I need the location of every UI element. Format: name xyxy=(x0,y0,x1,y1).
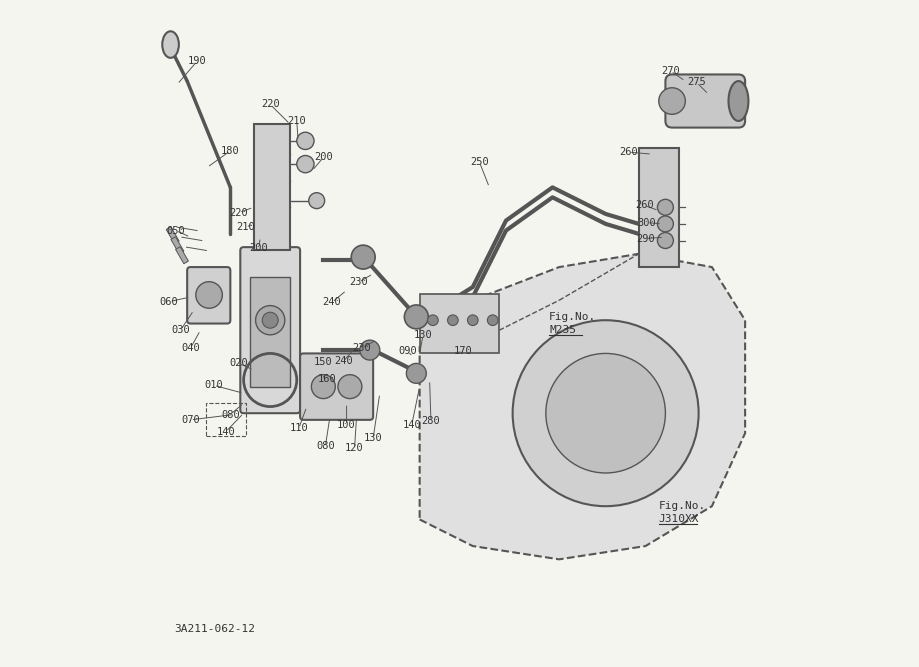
Circle shape xyxy=(196,281,222,308)
Bar xyxy=(171,237,184,253)
Circle shape xyxy=(657,233,674,249)
Text: 010: 010 xyxy=(204,380,223,390)
Circle shape xyxy=(448,315,459,325)
Text: 110: 110 xyxy=(289,424,308,434)
Circle shape xyxy=(351,245,375,269)
Text: 280: 280 xyxy=(422,416,440,426)
Text: 140: 140 xyxy=(403,420,421,430)
Circle shape xyxy=(468,315,478,325)
Text: 130: 130 xyxy=(414,330,432,340)
Text: Fig.No.: Fig.No. xyxy=(659,501,706,511)
Circle shape xyxy=(406,364,426,384)
Text: 090: 090 xyxy=(398,346,417,356)
Text: 210: 210 xyxy=(288,116,306,126)
Text: 275: 275 xyxy=(687,77,706,87)
Text: Fig.No.: Fig.No. xyxy=(550,312,596,322)
Text: 200: 200 xyxy=(250,243,268,253)
Text: M235: M235 xyxy=(550,325,576,336)
Text: 140: 140 xyxy=(216,427,235,437)
Bar xyxy=(639,147,679,267)
Text: 060: 060 xyxy=(160,297,178,307)
Text: 240: 240 xyxy=(334,356,353,366)
Text: 160: 160 xyxy=(317,374,336,384)
Text: 220: 220 xyxy=(261,99,279,109)
Text: 220: 220 xyxy=(230,207,248,217)
Text: 230: 230 xyxy=(349,277,368,287)
Text: 080: 080 xyxy=(221,410,240,420)
Text: 120: 120 xyxy=(346,444,364,454)
Text: 180: 180 xyxy=(221,146,240,156)
Text: J310XX: J310XX xyxy=(659,514,699,524)
Bar xyxy=(176,247,188,263)
Circle shape xyxy=(513,320,698,506)
Text: 080: 080 xyxy=(316,442,335,452)
Text: 250: 250 xyxy=(470,157,489,167)
Bar xyxy=(420,293,499,354)
Circle shape xyxy=(297,132,314,149)
Text: 070: 070 xyxy=(181,415,199,425)
Bar xyxy=(250,277,290,387)
Text: 270: 270 xyxy=(662,66,680,76)
FancyBboxPatch shape xyxy=(665,75,745,127)
Circle shape xyxy=(657,199,674,215)
Ellipse shape xyxy=(729,81,748,121)
FancyBboxPatch shape xyxy=(301,354,373,420)
Circle shape xyxy=(427,315,438,325)
Polygon shape xyxy=(420,253,745,560)
Text: 3A211-062-12: 3A211-062-12 xyxy=(174,624,255,634)
Text: 200: 200 xyxy=(314,153,333,163)
Circle shape xyxy=(404,305,428,329)
FancyBboxPatch shape xyxy=(187,267,231,323)
Circle shape xyxy=(360,340,380,360)
Text: 300: 300 xyxy=(638,217,656,227)
Circle shape xyxy=(255,305,285,335)
FancyBboxPatch shape xyxy=(240,247,301,414)
Text: 260: 260 xyxy=(619,147,639,157)
Text: 100: 100 xyxy=(337,420,356,430)
Text: 260: 260 xyxy=(635,200,653,210)
Text: 230: 230 xyxy=(352,343,370,353)
Text: 210: 210 xyxy=(236,222,255,232)
Text: 030: 030 xyxy=(171,325,190,336)
Text: 290: 290 xyxy=(636,233,655,243)
Bar xyxy=(254,124,290,251)
Bar xyxy=(206,404,245,436)
Circle shape xyxy=(309,193,324,209)
Text: 130: 130 xyxy=(364,434,382,444)
Circle shape xyxy=(487,315,498,325)
Text: 170: 170 xyxy=(453,346,472,356)
Circle shape xyxy=(312,375,335,399)
Bar xyxy=(166,227,179,244)
Circle shape xyxy=(338,375,362,399)
Text: 050: 050 xyxy=(166,225,186,235)
Circle shape xyxy=(297,155,314,173)
Text: 190: 190 xyxy=(187,56,207,66)
Text: 020: 020 xyxy=(230,358,248,368)
Circle shape xyxy=(546,354,665,473)
Circle shape xyxy=(657,216,674,232)
Text: 150: 150 xyxy=(314,357,333,367)
Text: 040: 040 xyxy=(181,343,199,353)
Text: 240: 240 xyxy=(323,297,341,307)
Circle shape xyxy=(262,312,278,328)
Circle shape xyxy=(659,88,686,114)
Ellipse shape xyxy=(163,31,179,58)
